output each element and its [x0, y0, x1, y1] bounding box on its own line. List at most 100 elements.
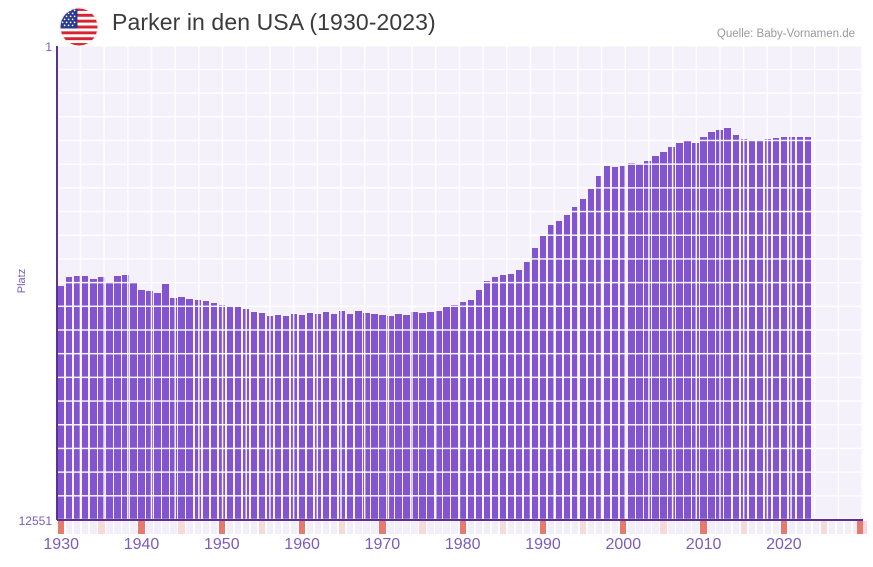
bar-1948[interactable] [202, 301, 209, 520]
bar-1942[interactable] [154, 293, 161, 520]
bar-1975[interactable] [419, 313, 426, 520]
bar-1985[interactable] [499, 275, 507, 520]
bar-2004[interactable] [652, 156, 659, 520]
bar-2012[interactable] [716, 130, 723, 520]
bar-1984[interactable] [491, 277, 498, 520]
bar-1945[interactable] [178, 297, 185, 520]
bar-1944[interactable] [170, 298, 177, 520]
bar-1946[interactable] [186, 299, 193, 520]
bar-1989[interactable] [531, 248, 539, 520]
bar-1986[interactable] [507, 274, 515, 520]
bar-1968[interactable] [363, 313, 370, 520]
bar-1978[interactable] [443, 307, 450, 520]
bar-2006[interactable] [668, 147, 675, 520]
bar-1955[interactable] [258, 313, 266, 520]
bar-1934[interactable] [90, 279, 97, 520]
bar-1976[interactable] [427, 312, 434, 520]
bar-1988[interactable] [523, 262, 531, 520]
bar-1998[interactable] [604, 166, 611, 520]
bar-1993[interactable] [563, 215, 571, 520]
x-tick-1931 [66, 521, 73, 534]
bar-1967[interactable] [355, 311, 362, 520]
bar-2022[interactable] [796, 137, 804, 520]
bar-2017[interactable] [756, 140, 763, 520]
bar-1965[interactable] [339, 311, 346, 520]
bar-2002[interactable] [636, 164, 643, 520]
bar-1954[interactable] [250, 312, 258, 520]
x-tick-1964 [331, 521, 338, 534]
bar-1950[interactable] [218, 305, 225, 520]
bar-1966[interactable] [347, 314, 354, 520]
x-tick-1945 [178, 521, 185, 534]
bar-1970[interactable] [379, 315, 386, 520]
bar-2020[interactable] [780, 137, 788, 520]
bar-1932[interactable] [74, 276, 81, 520]
bar-2005[interactable] [660, 152, 667, 520]
bar-1953[interactable] [242, 309, 250, 520]
bar-1994[interactable] [571, 207, 579, 520]
bar-2018[interactable] [764, 139, 772, 520]
bar-1974[interactable] [411, 312, 418, 520]
bar-1952[interactable] [234, 307, 242, 520]
bar-2008[interactable] [684, 141, 691, 520]
bar-1999[interactable] [612, 167, 619, 520]
bar-1931[interactable] [66, 277, 73, 520]
bar-1933[interactable] [82, 276, 89, 520]
bar-1957[interactable] [274, 315, 282, 520]
bar-1964[interactable] [331, 314, 338, 520]
bar-2003[interactable] [644, 161, 651, 520]
bar-1935[interactable] [98, 277, 105, 520]
bar-1951[interactable] [226, 306, 234, 520]
bar-1947[interactable] [194, 300, 201, 520]
x-tick-2001 [628, 521, 635, 534]
bar-2010[interactable] [700, 137, 707, 520]
bar-2009[interactable] [692, 143, 699, 520]
bar-2014[interactable] [732, 135, 739, 520]
bar-2011[interactable] [708, 132, 715, 520]
bar-2016[interactable] [748, 141, 755, 520]
bar-1992[interactable] [555, 221, 563, 520]
bar-2019[interactable] [772, 138, 780, 520]
bar-1982[interactable] [475, 290, 482, 520]
bar-1981[interactable] [467, 300, 474, 520]
bar-2015[interactable] [740, 139, 747, 520]
bar-1936[interactable] [106, 282, 113, 520]
x-tick-2017 [756, 521, 763, 534]
bar-2023[interactable] [804, 137, 812, 520]
bar-1959[interactable] [290, 314, 298, 520]
bar-1940[interactable] [138, 290, 145, 520]
bar-1983[interactable] [483, 281, 490, 520]
bar-1963[interactable] [322, 312, 330, 520]
bar-1958[interactable] [282, 316, 290, 520]
bar-1962[interactable] [314, 314, 322, 520]
bar-2013[interactable] [724, 128, 731, 520]
bar-1980[interactable] [459, 302, 466, 520]
bar-1960[interactable] [298, 315, 306, 520]
bar-1941[interactable] [146, 291, 153, 520]
bar-1977[interactable] [435, 311, 442, 520]
bar-2021[interactable] [788, 137, 796, 520]
bar-1938[interactable] [122, 275, 129, 520]
bar-1972[interactable] [395, 314, 402, 520]
bar-1991[interactable] [547, 225, 555, 520]
bar-1973[interactable] [403, 315, 410, 520]
bar-1997[interactable] [596, 176, 603, 520]
bar-1987[interactable] [515, 270, 523, 520]
bar-1995[interactable] [579, 199, 587, 520]
bar-1956[interactable] [266, 316, 274, 520]
bar-1990[interactable] [539, 236, 547, 520]
bar-1961[interactable] [306, 313, 314, 520]
bar-1969[interactable] [371, 314, 378, 520]
bar-2001[interactable] [628, 163, 635, 520]
bar-1930[interactable] [58, 286, 65, 520]
bar-1979[interactable] [451, 305, 458, 520]
bar-1937[interactable] [114, 276, 121, 520]
bar-2007[interactable] [676, 143, 683, 520]
bar-2000[interactable] [620, 166, 627, 520]
bar-1971[interactable] [387, 316, 394, 520]
bar-1939[interactable] [130, 282, 137, 520]
bar-1949[interactable] [210, 303, 217, 520]
bar-1943[interactable] [162, 284, 169, 520]
x-tick-1944 [170, 521, 177, 534]
bar-1996[interactable] [587, 189, 595, 520]
